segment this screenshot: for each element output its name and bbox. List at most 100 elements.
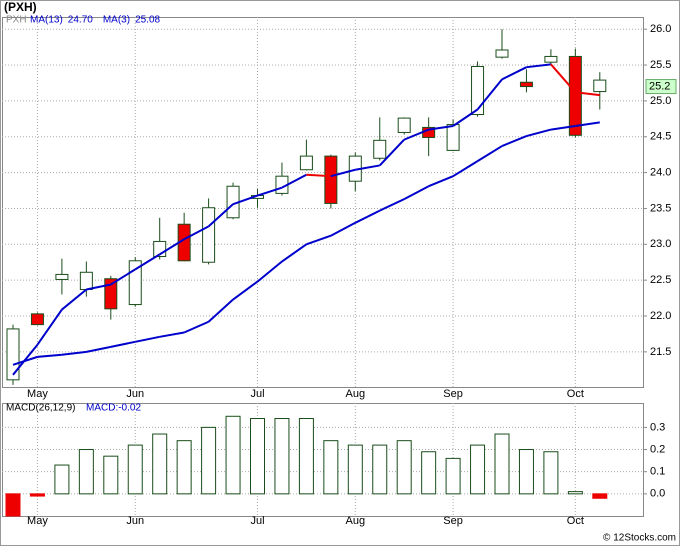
ma-segment [36,308,63,346]
y-tick-label: 24.5 [650,131,671,143]
macd-bar [29,493,45,497]
ma-segment [159,238,185,256]
ma-segment [501,135,527,147]
macd-bar [250,418,265,495]
x-tick-label: May [27,388,48,400]
ma-segment [476,78,503,111]
ma-segment [183,320,210,334]
macd-bar [592,493,608,499]
macd-bar [201,426,217,495]
ma-segment [403,128,430,141]
y-tick-label: 25.0 [650,95,671,107]
x-tick-label: May [27,515,48,527]
x-tick-label: Jun [126,388,144,400]
y-tick-label: 0.2 [650,443,665,455]
ma-segment [61,350,87,356]
candle-body [324,155,338,204]
x-tick-label: Sep [443,388,463,400]
macd-bar [176,440,192,495]
ma-segment [281,173,307,189]
ma-segment [575,121,600,127]
legend-value: 25.08 [135,15,160,26]
x-tick-label: Oct [567,515,584,527]
ma-segment [183,225,210,241]
ma-segment [477,145,503,162]
ma-segment [550,63,577,93]
macd-bar [470,444,486,495]
price-panel [2,17,644,388]
macd-bar [396,440,412,495]
ma-segment [501,66,527,81]
legend-name: MA(13) [30,15,63,26]
y-tick-label: 22.0 [650,310,671,322]
candle-body [55,273,69,280]
y-tick-label: 25.5 [650,59,671,71]
ma-segment [452,160,479,178]
macd-bar [127,444,143,495]
ma-segment [330,221,356,237]
ma-segment [207,298,234,323]
ma-segment [526,128,552,137]
macd-bar [494,433,510,495]
candle-body [593,79,607,93]
macd-bar [421,451,437,495]
ma-segment [61,288,87,311]
ma-segment [428,125,454,131]
macd-panel [2,403,644,517]
ma-segment [428,175,454,188]
y-tick-label: 0.0 [650,488,665,500]
ma-segment [550,125,576,131]
ma-segment [257,186,283,197]
ma-segment [135,335,160,343]
candle-body [471,65,485,116]
candle-body [495,49,509,58]
ma-segment [12,344,39,376]
y-tick-label: 23.0 [650,238,671,250]
y-tick-label: 23.5 [650,202,671,214]
ma-segment [159,331,185,338]
last-price-box [645,79,677,95]
y-tick-label: 21.5 [650,346,671,358]
macd-bar [518,449,534,495]
ma-segment [330,168,356,178]
ma-segment [281,243,307,263]
ma-segment [379,138,405,167]
ma-segment [354,209,381,224]
y-tick-label: 0.3 [650,421,665,433]
ma-segment [355,164,380,171]
candle-body [299,155,313,171]
legend-value: 24.70 [68,15,93,26]
y-tick-label: 22.5 [650,274,671,286]
ma-segment [110,268,136,286]
macd-bar [323,440,339,495]
x-tick-label: Sep [443,515,463,527]
ma-segment [306,173,331,178]
y-tick-label: 0.1 [650,466,665,478]
candle-body [544,55,558,63]
ma-segment [452,108,479,127]
macd-bar [445,457,461,495]
ma-segment [379,198,405,212]
copyright: © 12Stocks.com [603,533,676,544]
ma-segment [37,353,62,358]
macd-bar [274,418,290,495]
candle-body [202,207,216,263]
ma-segment [575,91,600,97]
ma-segment [403,185,430,201]
x-tick-label: Jul [250,388,264,400]
ma-segment [256,260,283,283]
ma-segment [86,345,112,353]
macd-bar [567,491,583,495]
candle-body [397,117,411,133]
macd-title: MACD(26,12,9) [6,403,75,414]
macd-bar [54,464,70,495]
ma-segment [86,283,112,291]
ma-segment [134,253,161,271]
macd-bar [5,493,21,517]
candle-body [373,139,387,159]
macd-subtitle: MACD:-0.02 [86,403,141,414]
candle-body [446,124,460,151]
macd-bar [372,444,388,495]
